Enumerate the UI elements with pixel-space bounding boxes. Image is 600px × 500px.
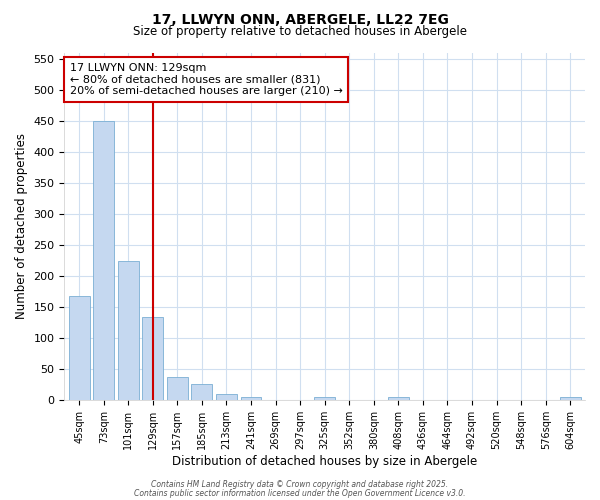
Bar (93, 120, 114, 400)
Y-axis label: Number of detached properties: Number of detached properties (15, 133, 28, 319)
X-axis label: Distribution of detached houses by size in Abergele: Distribution of detached houses by size … (172, 454, 478, 468)
Text: 17 LLWYN ONN: 129sqm
← 80% of detached houses are smaller (831)
20% of semi-deta: 17 LLWYN ONN: 129sqm ← 80% of detached h… (70, 63, 343, 96)
Text: Contains HM Land Registry data © Crown copyright and database right 2025.: Contains HM Land Registry data © Crown c… (151, 480, 449, 489)
Bar (118, 261, 139, 400)
Bar (388, 396, 409, 400)
Text: 17, LLWYN ONN, ABERGELE, LL22 7EG: 17, LLWYN ONN, ABERGELE, LL22 7EG (152, 12, 448, 26)
Text: Contains public sector information licensed under the Open Government Licence v3: Contains public sector information licen… (134, 488, 466, 498)
Bar (241, 396, 262, 400)
Text: Size of property relative to detached houses in Abergele: Size of property relative to detached ho… (133, 24, 467, 38)
Bar (560, 398, 581, 400)
Bar (69, 296, 89, 400)
Bar (216, 394, 237, 400)
Bar (167, 377, 188, 400)
Bar (191, 384, 212, 400)
Bar (142, 318, 163, 400)
Bar (314, 398, 335, 400)
